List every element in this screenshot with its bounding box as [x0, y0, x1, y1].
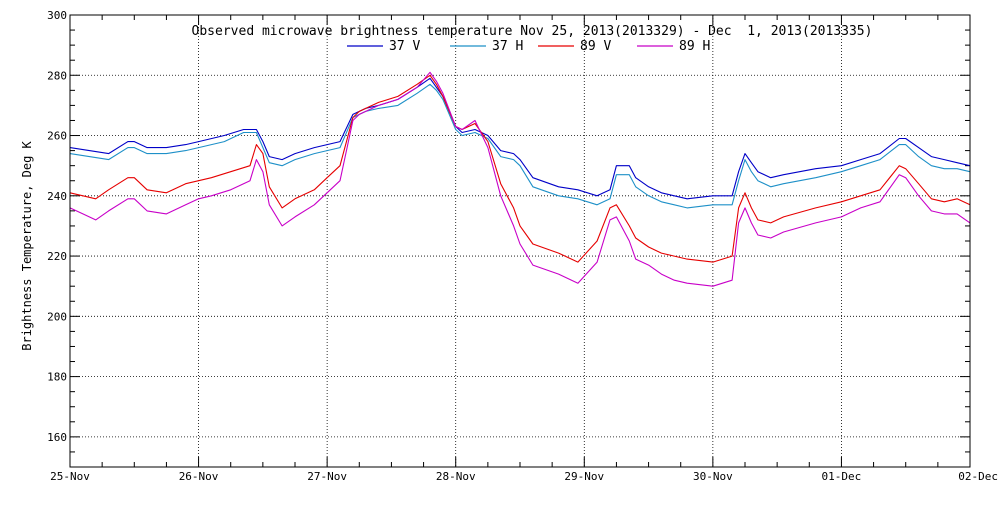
y-axis-label: Brightness Temperature, Deg K — [20, 140, 34, 350]
y-tick-label: 240 — [47, 190, 67, 203]
series-lines — [69, 71, 971, 287]
x-tick-label: 25-Nov — [50, 470, 90, 483]
legend-label-89-v: 89 V — [580, 39, 611, 54]
x-tick-label: 02-Dec — [958, 470, 998, 483]
x-tick-label: 01-Dec — [822, 470, 862, 483]
y-tick-labels: 160 180 200 220 240 260 280 300 — [47, 9, 67, 444]
x-tick-label: 28-Nov — [436, 470, 476, 483]
y-tick-label: 220 — [47, 250, 67, 263]
grid — [70, 15, 970, 467]
x-tick-labels: 25-Nov 26-Nov 27-Nov 28-Nov 29-Nov 30-Nov 01-D… — [50, 470, 998, 483]
y-tick-label: 160 — [47, 431, 67, 444]
y-tick-label: 280 — [47, 69, 67, 82]
legend-label-37-h: 37 H — [492, 39, 523, 54]
series-line-89-v — [69, 74, 971, 263]
series-line-89-h — [69, 71, 971, 287]
x-tick-label: 26-Nov — [179, 470, 219, 483]
legend-label-37-v: 37 V — [389, 39, 420, 54]
series-line-37-h — [69, 83, 971, 209]
chart-title: Observed microwave brightness temperatur… — [192, 24, 873, 39]
series-line-37-v — [69, 77, 971, 200]
x-tick-label: 29-Nov — [564, 470, 604, 483]
y-tick-label: 180 — [47, 371, 67, 384]
legend-label-89-h: 89 H — [679, 39, 710, 54]
x-tick-label: 27-Nov — [307, 470, 347, 483]
y-tick-label: 300 — [47, 9, 67, 22]
y-tick-label: 200 — [47, 310, 67, 323]
legend: 37 V 37 H 89 V 89 H — [347, 39, 710, 54]
plot-frame — [69, 14, 971, 468]
y-tick-label: 260 — [47, 130, 67, 143]
x-tick-label: 30-Nov — [693, 470, 733, 483]
